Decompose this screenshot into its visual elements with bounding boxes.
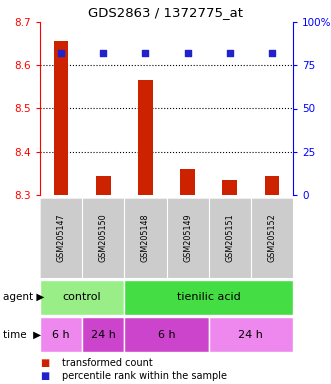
Text: percentile rank within the sample: percentile rank within the sample: [62, 371, 226, 381]
Point: [227, 50, 232, 56]
Bar: [124, 280, 293, 315]
Text: 24 h: 24 h: [91, 329, 116, 339]
Text: time  ▶: time ▶: [3, 329, 41, 339]
Text: ■: ■: [40, 371, 49, 381]
Text: transformed count: transformed count: [62, 358, 152, 368]
Text: GSM205151: GSM205151: [225, 214, 234, 262]
Text: GSM205150: GSM205150: [99, 214, 108, 262]
Bar: [54, 41, 69, 195]
Text: ■: ■: [40, 358, 49, 368]
Text: 6 h: 6 h: [158, 329, 175, 339]
Text: GSM205152: GSM205152: [267, 214, 276, 262]
Bar: [209, 317, 293, 352]
Bar: [138, 80, 153, 195]
Point: [143, 50, 148, 56]
Point: [185, 50, 190, 56]
Bar: [222, 180, 237, 195]
Bar: [40, 317, 82, 352]
Text: GSM205149: GSM205149: [183, 214, 192, 262]
Bar: [40, 280, 124, 315]
Point: [101, 50, 106, 56]
Bar: [180, 169, 195, 195]
Text: GDS2863 / 1372775_at: GDS2863 / 1372775_at: [88, 6, 243, 19]
Text: GSM205147: GSM205147: [57, 214, 66, 262]
Point: [59, 50, 64, 56]
Bar: [264, 175, 279, 195]
Bar: [124, 317, 209, 352]
Text: 6 h: 6 h: [52, 329, 70, 339]
Text: tienilic acid: tienilic acid: [177, 293, 241, 303]
Bar: [82, 317, 124, 352]
Point: [269, 50, 275, 56]
Text: agent ▶: agent ▶: [3, 293, 45, 303]
Text: 24 h: 24 h: [238, 329, 263, 339]
Text: GSM205148: GSM205148: [141, 214, 150, 262]
Text: control: control: [63, 293, 102, 303]
Bar: [96, 175, 111, 195]
